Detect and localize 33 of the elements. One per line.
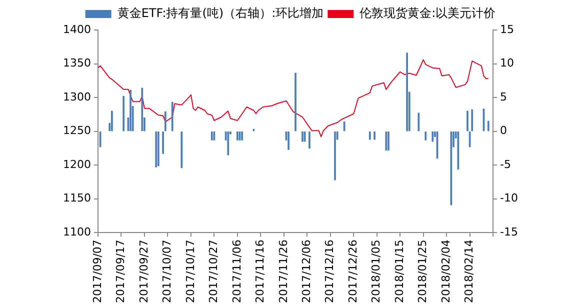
y2-tick-label: -5 bbox=[500, 158, 512, 171]
y2-tick-label: 15 bbox=[500, 22, 514, 36]
x-tick-label: 2018/01/15 bbox=[392, 240, 406, 304]
y-tick-label: 1400 bbox=[62, 22, 91, 36]
y2-tick-label: -15 bbox=[500, 225, 518, 238]
legend-label: 黄金ETF:持有量(吨)（右轴）:环比增加 bbox=[117, 6, 324, 20]
x-tick-label: 2018/02/14 bbox=[462, 240, 476, 304]
x-tick-label: 2017/12/16 bbox=[323, 240, 336, 304]
x-tick-label: 2017/11/16 bbox=[254, 240, 267, 304]
y-tick-label: 1350 bbox=[62, 56, 91, 70]
y2-tick-label: 10 bbox=[500, 56, 514, 70]
legend-label: 伦敦现货黄金:以美元计价 bbox=[360, 6, 496, 20]
x-tick-label: 2017/10/07 bbox=[160, 240, 174, 304]
x-tick-label: 2018/01/25 bbox=[416, 240, 430, 304]
x-tick-label: 2017/10/27 bbox=[207, 240, 220, 304]
y-tick-label: 1300 bbox=[62, 90, 91, 104]
y-tick-label: 1150 bbox=[62, 192, 91, 205]
x-tick-label: 2017/10/17 bbox=[184, 240, 197, 304]
x-tick-label: 2018/02/04 bbox=[439, 240, 452, 304]
y2-tick-label: -10 bbox=[500, 192, 518, 205]
y-tick-label: 1200 bbox=[62, 158, 91, 171]
x-tick-label: 2017/12/26 bbox=[346, 240, 360, 304]
y2-tick-label: 5 bbox=[500, 90, 508, 104]
x-tick-label: 2017/09/07 bbox=[90, 240, 104, 304]
y-tick-label: 1250 bbox=[62, 124, 91, 138]
y-tick-label: 1100 bbox=[62, 225, 91, 238]
x-tick-label: 2018/01/05 bbox=[370, 240, 383, 304]
y2-tick-label: 0 bbox=[500, 124, 508, 138]
x-tick-label: 2017/11/06 bbox=[230, 240, 244, 304]
x-tick-label: 2017/11/26 bbox=[276, 240, 290, 304]
x-tick-label: 2017/12/06 bbox=[300, 240, 313, 304]
x-tick-label: 2017/09/27 bbox=[137, 240, 150, 304]
x-tick-label: 2017/09/17 bbox=[114, 240, 128, 304]
